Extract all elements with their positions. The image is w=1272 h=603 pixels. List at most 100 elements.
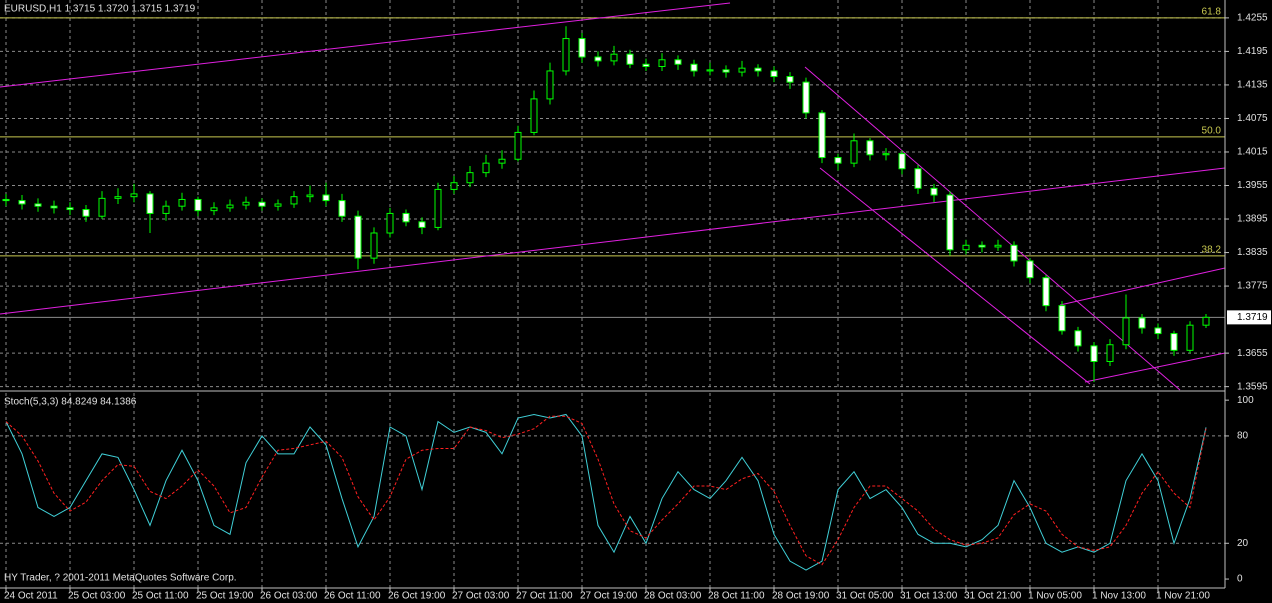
channel-line [1084,352,1226,383]
channel-line [819,167,1091,385]
candle-body [450,182,458,190]
y-tick-label: 1.3955 [1237,180,1268,191]
candle-body [2,198,10,202]
candle-body [1186,324,1194,351]
x-tick-label: 26 Oct 03:00 [260,591,318,602]
candle-body [1202,316,1210,326]
candle-body [594,56,602,62]
x-tick-label: 25 Oct 11:00 [132,591,189,602]
x-tick-label: 1 Nov 05:00 [1028,591,1082,602]
indicator-title: Stoch(5,3,3) 84.8249 84.1386 [4,397,137,408]
y-tick-label: 1.3835 [1237,247,1268,258]
candle-body [82,209,90,217]
y-tick-label: 1.3775 [1237,281,1268,292]
candle-body [242,201,250,206]
candle-body [946,194,954,251]
candle-body [754,67,762,72]
candle-body [370,232,378,259]
candle-body [482,162,490,174]
candle-body [50,205,58,209]
candle-body [962,244,970,251]
x-tick-label: 27 Oct 19:00 [580,591,638,602]
candle-body [402,212,410,223]
candle-body [386,212,394,234]
candle-body [770,70,778,78]
x-tick-label: 24 Oct 2011 [4,591,58,602]
x-tick-label: 28 Oct 03:00 [644,591,702,602]
candle-body [850,140,858,164]
stoch-line [5,415,1207,566]
stoch-line [5,413,1207,571]
candle-body [130,193,138,198]
candle-body [866,140,874,156]
last-price-box [1227,310,1271,325]
candle-body [930,187,938,196]
candle-body [530,98,538,133]
candle-body [274,203,282,207]
candle-body [1106,344,1114,363]
candle-body [1058,305,1066,332]
candle-body [898,153,906,170]
candle-body [914,168,922,189]
candle-body [1074,330,1082,347]
candle-body [34,203,42,207]
candle-body [194,198,202,212]
x-tick-label: 26 Oct 19:00 [388,591,446,602]
candle-body [258,201,266,207]
y-tick-label: 1.4075 [1237,113,1268,124]
candle-body [306,194,314,198]
x-tick-label: 28 Oct 11:00 [708,591,765,602]
x-tick-label: 31 Oct 21:00 [964,591,1022,602]
candle-body [626,53,634,65]
candle-body [978,244,986,248]
candle-body [1170,333,1178,351]
x-tick-label: 27 Oct 03:00 [452,591,510,602]
y-tick-label: 80 [1237,431,1249,442]
candle-body [994,244,1002,248]
candle-body [642,63,650,67]
x-tick-label: 27 Oct 11:00 [516,591,573,602]
candle-body [818,112,826,159]
candle-body [498,158,506,164]
y-tick-label: 1.3595 [1237,381,1268,392]
symbol-header: EURUSD,H1 1.3715 1.3720 1.3715 1.3719 [4,4,196,15]
candle-body [146,193,154,214]
y-tick-label: 1.4195 [1237,46,1268,57]
y-tick-label: 1.4255 [1237,13,1268,24]
candle-body [1090,345,1098,363]
candle-body [178,198,186,207]
fib-label: 50.0 [1202,126,1222,137]
y-tick-label: 20 [1237,538,1249,549]
candle-body [66,207,74,211]
candle-body [674,59,682,65]
candle-body [226,204,234,209]
candle-body [690,63,698,72]
x-tick-label: 28 Oct 19:00 [772,591,830,602]
candle-body [290,196,298,205]
mark-layer [2,26,1210,571]
candle-body [1154,327,1162,335]
candle-body [834,157,842,164]
x-tick-label: 1 Nov 13:00 [1092,591,1146,602]
x-tick-label: 26 Oct 11:00 [324,591,381,602]
trend-line [0,167,1226,315]
x-tick-label: 25 Oct 19:00 [196,591,254,602]
candle-body [1026,260,1034,279]
candle-body [802,81,810,114]
candle-body [322,194,330,202]
candle-body [706,69,714,72]
copyright: HY Trader, ? 2001-2011 MetaQuotes Softwa… [4,573,237,584]
candle-body [578,38,586,58]
candle-body [418,221,426,228]
y-tick-label: 1.4015 [1237,147,1268,158]
y-tick-label: 1.3655 [1237,348,1268,359]
candle-body [338,200,346,217]
candle-body [1122,317,1130,346]
candle-body [1138,317,1146,329]
y-tick-label: 0 [1237,574,1243,585]
candle-body [1042,277,1050,307]
channel-line [1059,267,1226,306]
y-tick-label: 1.4135 [1237,80,1268,91]
